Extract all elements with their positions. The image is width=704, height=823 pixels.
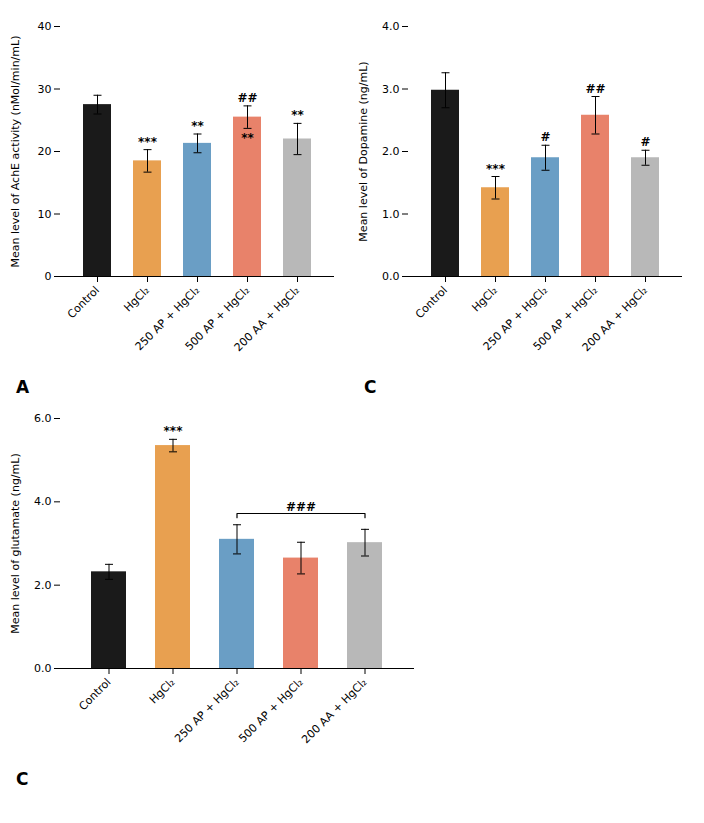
svg-text:0.0: 0.0 [34,662,52,675]
svg-text:10: 10 [38,208,52,221]
svg-text:##: ## [237,91,257,105]
svg-text:#: # [540,130,550,144]
svg-text:0: 0 [45,270,52,283]
svg-text:HgCl₂: HgCl₂ [121,284,152,315]
svg-text:**: ** [241,131,254,145]
svg-text:HgCl₂: HgCl₂ [147,676,178,707]
svg-text:40: 40 [38,20,52,33]
svg-text:20: 20 [38,145,52,158]
svg-text:##: ## [585,82,605,96]
svg-text:4.0: 4.0 [34,495,52,508]
svg-text:200 AA + HgCl₂: 200 AA + HgCl₂ [232,284,302,354]
svg-text:250 AP + HgCl₂: 250 AP + HgCl₂ [132,283,203,354]
svg-text:#: # [640,135,650,149]
svg-text:Control: Control [65,284,102,321]
svg-text:2.0: 2.0 [382,145,400,158]
svg-text:Mean level of AchE activity (n: Mean level of AchE activity (nMol/min/mL… [9,36,22,268]
svg-text:2.0: 2.0 [34,579,52,592]
svg-text:200 AA + HgCl₂: 200 AA + HgCl₂ [580,284,650,354]
svg-text:250 AP + HgCl₂: 250 AP + HgCl₂ [480,283,551,354]
svg-text:250 AP + HgCl₂: 250 AP + HgCl₂ [172,676,241,745]
svg-text:30: 30 [38,83,52,96]
html-text:A: A [16,377,30,397]
svg-text:500 AP + HgCl₂: 500 AP + HgCl₂ [530,283,601,354]
svg-text:Control: Control [413,284,450,321]
svg-text:6.0: 6.0 [34,412,52,425]
svg-text:3.0: 3.0 [382,83,400,96]
svg-text:***: *** [138,135,158,149]
svg-text:200 AA + HgCl₂: 200 AA + HgCl₂ [299,676,369,746]
svg-text:Mean level of glutamate (ng/mL: Mean level of glutamate (ng/mL) [9,453,22,633]
svg-text:**: ** [291,108,304,122]
svg-text:4.0: 4.0 [382,20,400,33]
html-text:C: C [16,769,29,789]
svg-text:1.0: 1.0 [382,208,400,221]
svg-text:###: ### [286,500,316,514]
svg-text:***: *** [486,162,506,176]
svg-text:***: *** [164,424,184,438]
svg-text:**: ** [191,119,204,133]
svg-text:0.0: 0.0 [382,270,400,283]
svg-text:500 AP + HgCl₂: 500 AP + HgCl₂ [182,283,253,354]
svg-text:500 AP + HgCl₂: 500 AP + HgCl₂ [236,676,305,745]
svg-text:HgCl₂: HgCl₂ [469,284,500,315]
svg-text:Control: Control [76,676,113,713]
svg-text:Mean level of Dopamine (ng/mL): Mean level of Dopamine (ng/mL) [357,61,370,241]
html-text:C: C [364,377,377,397]
